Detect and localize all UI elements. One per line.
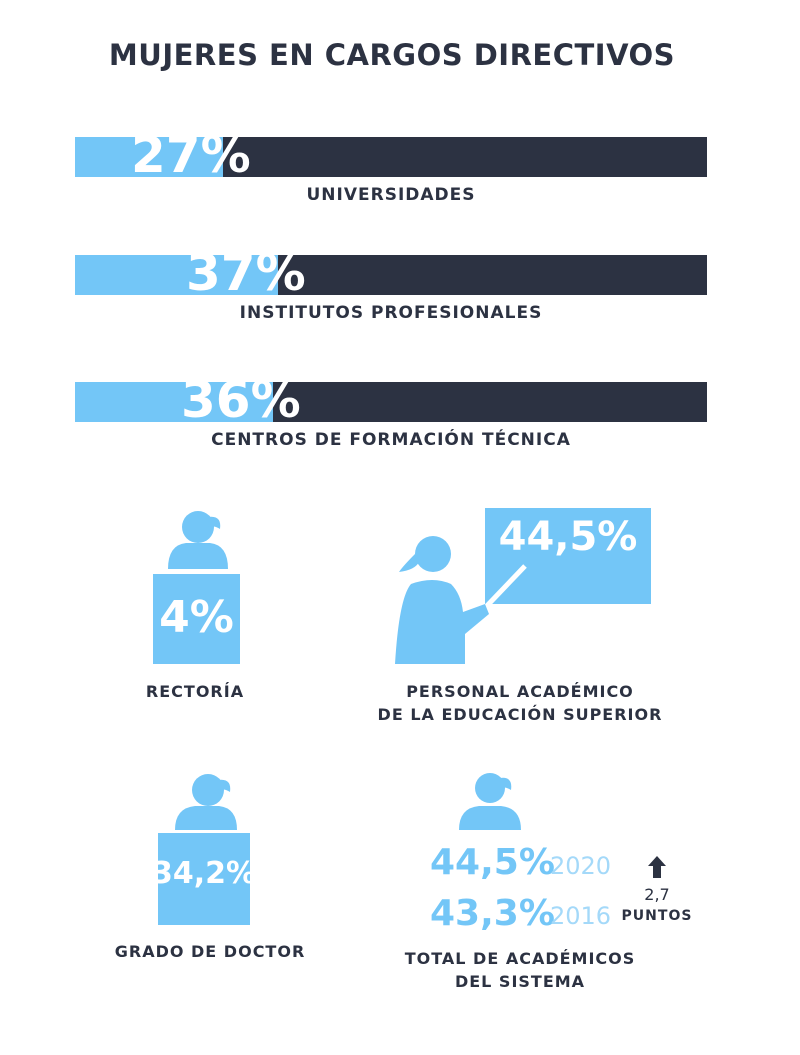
change-value: 2,7: [644, 885, 670, 904]
bar-track: 37%: [75, 255, 707, 295]
total-value-2016: 43,3%: [430, 893, 555, 934]
woman-bust-icon: [459, 773, 521, 830]
bar-category-label: CENTROS DE FORMACIÓN TÉCNICA: [211, 430, 571, 450]
change-unit: PUNTOS: [621, 908, 693, 924]
bar-group: 36% CENTROS DE FORMACIÓN TÉCNICA: [75, 382, 707, 450]
bar-track: 27%: [75, 137, 707, 177]
bar-category-label: UNIVERSIDADES: [306, 185, 476, 205]
total-value-2020: 44,5%: [430, 842, 555, 883]
bar: [75, 255, 278, 295]
total-label-line1: TOTAL DE ACADÉMICOS: [404, 949, 636, 968]
doctor-label: GRADO DE DOCTOR: [114, 942, 306, 961]
woman-presenting-icon: [395, 508, 651, 664]
up-arrow-icon: [648, 856, 666, 878]
total-year-2020: 2020: [550, 852, 612, 880]
bar-value-label: 27%: [131, 137, 251, 177]
rectoria-label: RECTORÍA: [145, 682, 245, 701]
bar: [75, 382, 273, 422]
bar-group: 27% UNIVERSIDADES: [75, 137, 707, 205]
bar-group: 37% INSTITUTOS PROFESIONALES: [75, 255, 707, 323]
woman-at-podium-icon: [153, 511, 240, 664]
bar: [75, 137, 223, 177]
bar-category-label: INSTITUTOS PROFESIONALES: [239, 303, 543, 323]
personal-label-line1: PERSONAL ACADÉMICO: [406, 682, 634, 701]
rectoria-value: 4%: [159, 592, 234, 643]
personal-label-line2: DE LA EDUCACIÓN SUPERIOR: [377, 705, 663, 724]
woman-at-podium-icon: [158, 774, 250, 925]
doctor-value: 34,2%: [151, 856, 257, 891]
page-title: MUJERES EN CARGOS DIRECTIVOS: [108, 38, 676, 72]
total-label-line2: DEL SISTEMA: [454, 972, 586, 991]
bar-track: 36%: [75, 382, 707, 422]
total-year-2016: 2016: [550, 902, 612, 930]
bar-value-label: 36%: [181, 382, 301, 422]
personal-value: 44,5%: [498, 514, 638, 560]
bar-value-label: 37%: [186, 255, 306, 295]
